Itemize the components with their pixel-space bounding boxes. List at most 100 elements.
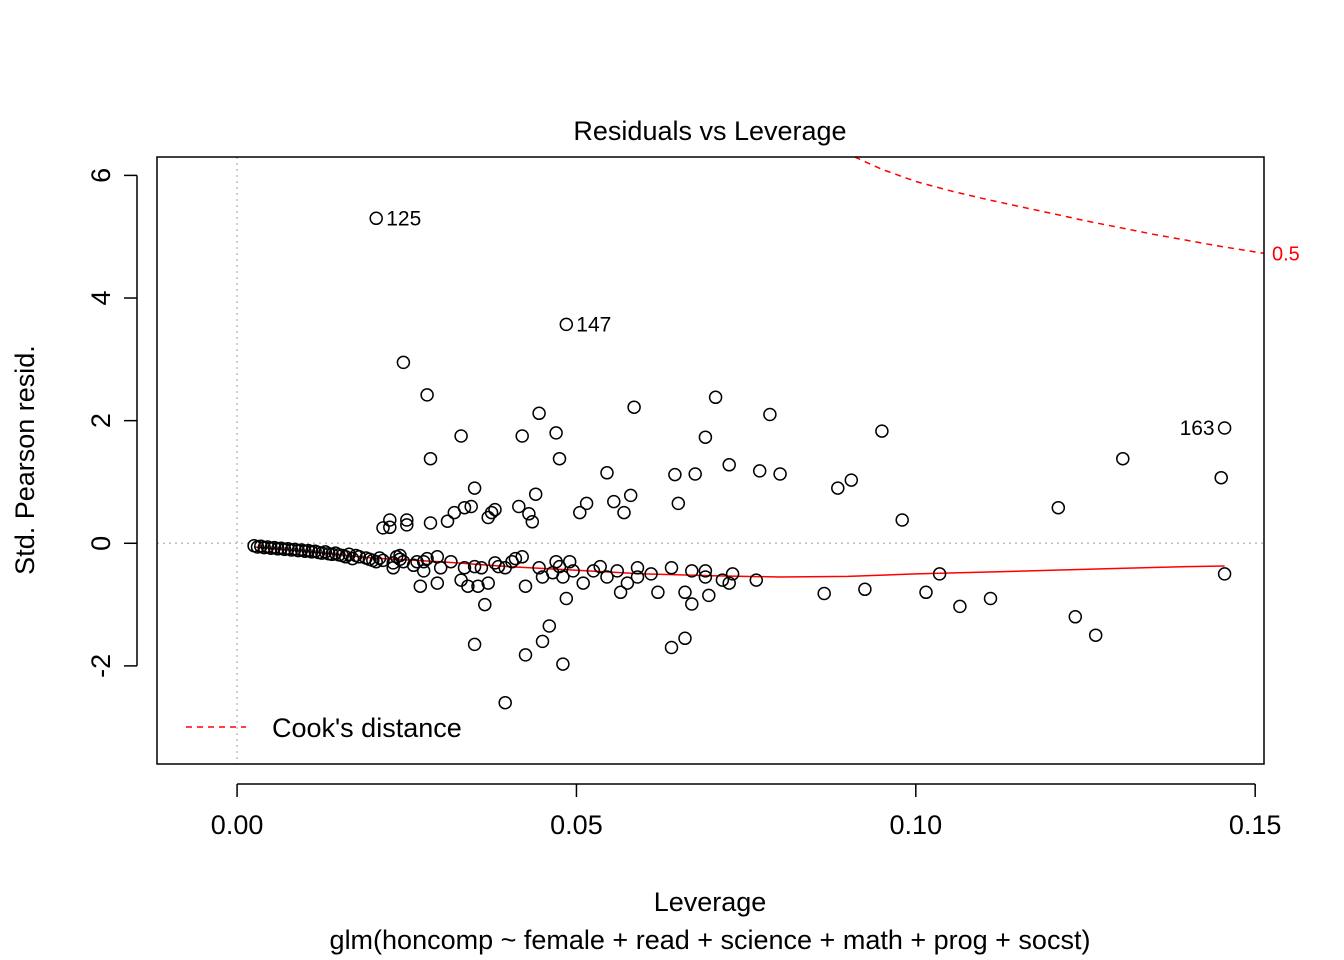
data-point bbox=[752, 464, 767, 478]
legend: Cook's distance bbox=[186, 713, 462, 743]
data-point bbox=[444, 554, 458, 569]
y-tick-label: 6 bbox=[86, 168, 116, 183]
chart-title: Residuals vs Leverage bbox=[573, 116, 846, 146]
data-point bbox=[698, 430, 713, 444]
data-point bbox=[535, 634, 550, 649]
x-tick-label: 0.15 bbox=[1229, 810, 1282, 840]
data-point bbox=[875, 424, 889, 438]
data-point bbox=[430, 576, 445, 590]
data-point bbox=[725, 567, 740, 581]
data-point bbox=[400, 518, 414, 532]
data-point bbox=[671, 496, 686, 511]
data-point bbox=[844, 473, 859, 487]
data-point bbox=[607, 494, 621, 509]
data-point bbox=[613, 585, 628, 600]
data-points bbox=[247, 211, 1232, 710]
data-point bbox=[512, 499, 526, 514]
data-point bbox=[664, 561, 679, 575]
point-label-163: 163 bbox=[1180, 417, 1215, 440]
data-point bbox=[688, 467, 702, 481]
data-point bbox=[556, 657, 570, 671]
data-point bbox=[369, 554, 383, 569]
data-point bbox=[423, 451, 438, 466]
data-point bbox=[383, 513, 397, 527]
data-point bbox=[664, 640, 679, 655]
cooks-distance-contour: 0.5 bbox=[854, 156, 1300, 265]
data-point bbox=[586, 564, 601, 578]
data-point bbox=[763, 407, 777, 422]
data-point bbox=[423, 516, 438, 530]
data-point bbox=[593, 559, 607, 574]
data-point bbox=[749, 573, 764, 587]
data-point bbox=[467, 637, 482, 652]
data-point bbox=[1068, 610, 1083, 624]
data-point bbox=[630, 570, 645, 584]
smoother-line bbox=[254, 546, 1225, 578]
x-axis: 0.00 0.05 0.10 0.15 bbox=[211, 783, 1282, 840]
data-point bbox=[474, 561, 489, 575]
data-point bbox=[461, 579, 475, 593]
data-point bbox=[630, 561, 645, 575]
data-point bbox=[372, 551, 387, 565]
data-point bbox=[651, 585, 665, 600]
y-tick-label: 4 bbox=[86, 290, 116, 305]
point-label-147: 147 bbox=[576, 313, 611, 336]
data-point bbox=[698, 570, 713, 584]
data-point bbox=[457, 500, 472, 515]
y-tick-label: 0 bbox=[86, 536, 116, 551]
data-point bbox=[416, 554, 431, 569]
data-point bbox=[722, 458, 736, 472]
data-point bbox=[498, 695, 512, 710]
data-point bbox=[508, 551, 523, 566]
data-point bbox=[488, 502, 502, 517]
data-point bbox=[1214, 470, 1228, 485]
data-point bbox=[895, 513, 909, 527]
data-point bbox=[393, 552, 407, 566]
data-point bbox=[953, 599, 967, 614]
data-point bbox=[532, 406, 546, 421]
data-point bbox=[1051, 500, 1066, 515]
data-point bbox=[352, 550, 367, 564]
data-point bbox=[467, 481, 482, 495]
data-point bbox=[668, 467, 682, 482]
x-axis-subtitle: glm(honcomp ~ female + read + science + … bbox=[330, 925, 1091, 955]
data-point bbox=[484, 505, 499, 520]
data-point bbox=[858, 582, 872, 597]
x-tick-label: 0.00 bbox=[211, 810, 264, 840]
y-tick-label: -2 bbox=[86, 654, 116, 678]
data-point bbox=[491, 559, 506, 574]
data-point bbox=[831, 481, 845, 495]
data-point bbox=[552, 451, 567, 466]
data-point bbox=[562, 554, 577, 569]
data-point bbox=[518, 648, 533, 662]
data-point bbox=[396, 355, 411, 370]
data-point bbox=[338, 550, 353, 564]
x-tick-label: 0.05 bbox=[550, 810, 603, 840]
data-point bbox=[698, 564, 713, 578]
data-point bbox=[515, 429, 529, 443]
cooks-distance-level-label: 0.5 bbox=[1272, 243, 1300, 265]
data-point bbox=[342, 547, 356, 562]
data-point bbox=[610, 564, 624, 578]
data-point bbox=[685, 564, 699, 578]
data-point bbox=[708, 390, 723, 405]
data-point bbox=[471, 579, 485, 593]
data-point bbox=[528, 487, 543, 501]
data-point bbox=[478, 597, 492, 612]
data-point bbox=[1088, 628, 1103, 642]
data-point bbox=[376, 521, 390, 535]
data-point bbox=[410, 554, 424, 569]
data-point bbox=[420, 388, 434, 402]
data-point bbox=[481, 576, 495, 590]
data-point bbox=[919, 585, 933, 600]
data-point bbox=[685, 597, 699, 611]
data-point bbox=[400, 513, 414, 527]
data-point bbox=[678, 585, 692, 600]
data-point bbox=[678, 631, 692, 646]
legend-label: Cook's distance bbox=[272, 713, 462, 743]
data-point bbox=[617, 505, 631, 520]
cooks-distance-line bbox=[854, 156, 1265, 255]
data-point bbox=[515, 550, 529, 564]
data-point bbox=[579, 496, 594, 511]
